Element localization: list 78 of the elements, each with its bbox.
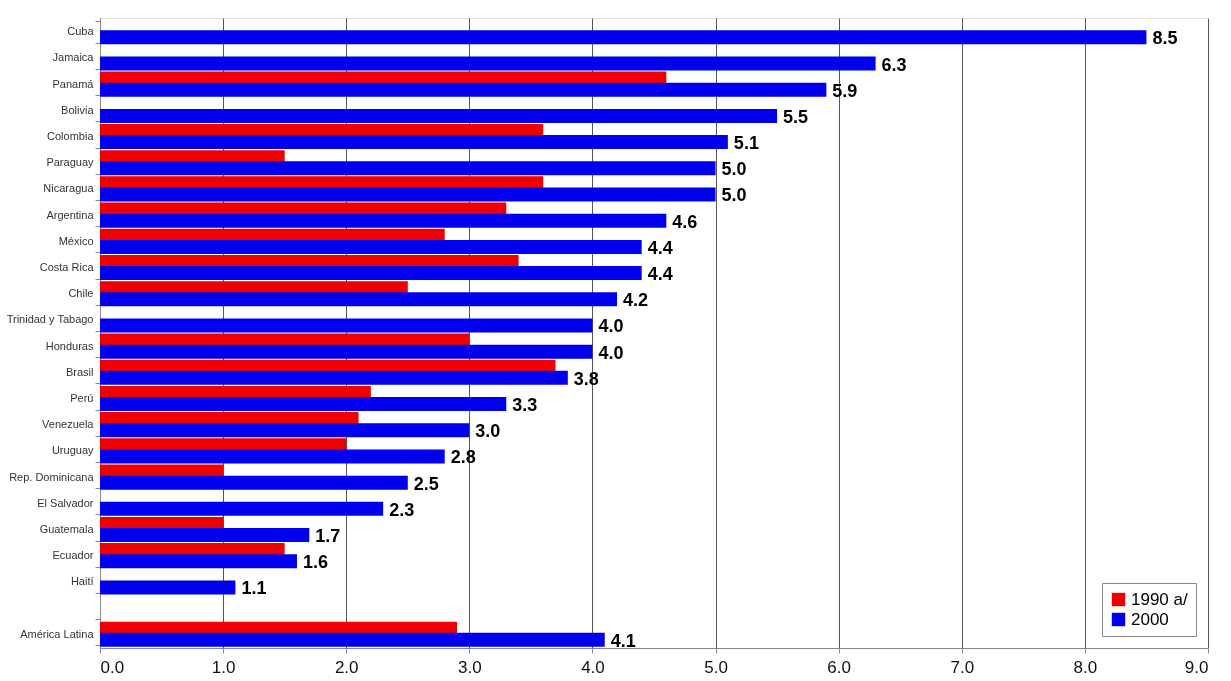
data-label: 5.0 xyxy=(721,185,747,206)
bar xyxy=(100,449,445,464)
bar xyxy=(100,266,642,281)
x-tick-label: 3.0 xyxy=(458,657,482,677)
data-label: 4.2 xyxy=(623,290,649,311)
bar xyxy=(100,423,470,438)
y-tick-label: Rep. Dominicana xyxy=(9,470,95,483)
bar xyxy=(100,501,384,516)
x-tick-label: 5.0 xyxy=(704,657,728,677)
data-label: 5.1 xyxy=(733,133,759,154)
y-tick-label: Panamá xyxy=(52,77,95,90)
data-label: 4.1 xyxy=(610,630,636,651)
y-tick-label: Jamaica xyxy=(52,51,95,64)
x-tick-label: 4.0 xyxy=(581,657,605,677)
bar xyxy=(100,632,605,647)
bar xyxy=(100,56,876,71)
y-tick-label: México xyxy=(58,234,94,247)
y-tick-label: Venezuela xyxy=(42,418,95,431)
data-label: 3.3 xyxy=(512,395,538,416)
data-label: 6.3 xyxy=(881,54,907,75)
x-tick-label: 6.0 xyxy=(827,657,851,677)
bar xyxy=(100,397,507,412)
legend-label: 2000 xyxy=(1131,609,1169,629)
y-tick-label: Ecuador xyxy=(52,549,94,562)
x-tick-label: 2.0 xyxy=(334,657,359,677)
bar xyxy=(100,108,778,123)
data-label: 4.4 xyxy=(647,237,673,258)
bar xyxy=(100,213,667,228)
y-tick-label: Brasil xyxy=(65,365,94,378)
data-label: 3.0 xyxy=(475,421,501,442)
bar xyxy=(100,82,827,97)
data-label: 4.0 xyxy=(598,316,624,337)
bar xyxy=(100,528,310,543)
data-label: 4.0 xyxy=(598,342,624,363)
data-label: 5.5 xyxy=(783,106,809,127)
y-tick-label: Argentina xyxy=(46,208,95,221)
bar xyxy=(100,292,618,307)
bar xyxy=(100,370,568,385)
bar xyxy=(100,187,716,202)
bar xyxy=(100,475,408,490)
y-tick-label: Nicaragua xyxy=(43,182,95,195)
bar xyxy=(100,30,1147,45)
y-tick-label: Honduras xyxy=(45,339,94,352)
bar xyxy=(100,239,642,254)
data-label: 2.5 xyxy=(413,473,439,494)
data-label: 8.5 xyxy=(1152,28,1178,49)
bar xyxy=(100,318,593,333)
y-tick-label: América Latina xyxy=(20,627,95,640)
x-tick-label: 0.0 xyxy=(100,657,125,677)
x-tick-label: 8.0 xyxy=(1073,657,1098,677)
legend-label: 1990 a/ xyxy=(1131,589,1188,609)
data-label: 1.6 xyxy=(302,552,329,573)
bar xyxy=(100,135,728,150)
y-tick-label: Paraguay xyxy=(46,156,94,169)
data-label: 1.1 xyxy=(241,578,267,599)
data-label: 2.3 xyxy=(389,499,415,520)
x-tick-label: 9.0 xyxy=(1184,657,1209,677)
y-tick-label: Haití xyxy=(70,575,94,588)
bar xyxy=(100,344,593,359)
x-tick-label: 7.0 xyxy=(950,657,975,677)
data-label: 4.6 xyxy=(672,211,698,232)
y-tick-label: Trinidad y Tabago xyxy=(6,313,94,326)
y-tick-label: Costa Rica xyxy=(39,261,95,274)
y-tick-label: Perú xyxy=(70,391,94,404)
y-tick-label: Chile xyxy=(68,287,94,300)
y-tick-label: Colombia xyxy=(47,130,95,143)
bar xyxy=(100,580,236,595)
data-label: 1.7 xyxy=(315,526,341,547)
y-tick-label: Cuba xyxy=(67,25,95,38)
x-tick-label: 1.0 xyxy=(211,657,236,677)
y-tick-label: Uruguay xyxy=(51,444,94,457)
y-tick-label: Bolivia xyxy=(61,103,95,116)
y-tick-label: Guatemala xyxy=(39,522,95,535)
bar xyxy=(100,554,297,569)
y-tick-label: El Salvador xyxy=(37,496,94,509)
data-label: 4.4 xyxy=(647,264,673,285)
data-label: 5.0 xyxy=(721,159,747,180)
bar xyxy=(100,161,716,176)
